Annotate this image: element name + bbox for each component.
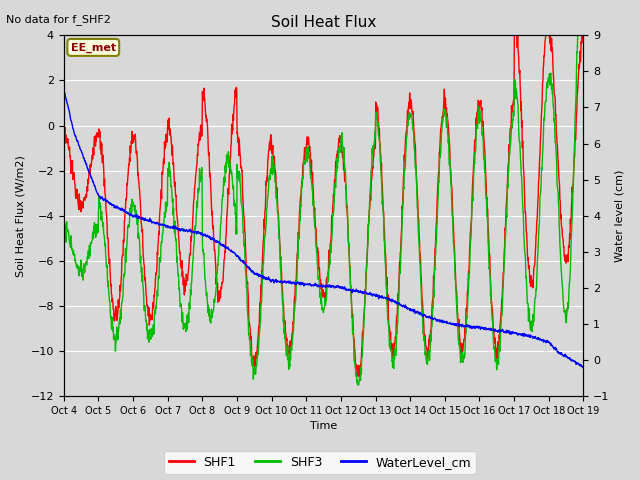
SHF1 — [511, 21, 518, 27]
WaterLevel_cm — [163, 223, 170, 229]
WaterLevel_cm — [60, 87, 68, 93]
X-axis label: Time: Time — [310, 421, 337, 432]
WaterLevel_cm — [234, 253, 241, 259]
SHF3 — [518, 181, 526, 187]
SHF1 — [518, 145, 526, 151]
WaterLevel_cm — [404, 306, 412, 312]
WaterLevel_cm — [579, 364, 587, 370]
SHF1 — [163, 132, 170, 138]
Line: SHF3: SHF3 — [64, 0, 583, 385]
Text: EE_met: EE_met — [71, 42, 116, 52]
SHF3 — [404, 121, 412, 127]
Y-axis label: Soil Heat Flux (W/m2): Soil Heat Flux (W/m2) — [15, 155, 25, 276]
WaterLevel_cm — [579, 365, 587, 371]
Text: No data for f_SHF2: No data for f_SHF2 — [6, 14, 111, 25]
SHF1 — [60, 126, 68, 132]
Title: Soil Heat Flux: Soil Heat Flux — [271, 15, 376, 30]
Legend: SHF1, SHF3, WaterLevel_cm: SHF1, SHF3, WaterLevel_cm — [164, 451, 476, 474]
Y-axis label: Water level (cm): Water level (cm) — [615, 169, 625, 262]
SHF1 — [472, 115, 480, 121]
WaterLevel_cm — [175, 227, 183, 233]
SHF1 — [355, 373, 362, 379]
SHF3 — [175, 285, 183, 291]
Line: SHF1: SHF1 — [64, 24, 583, 376]
WaterLevel_cm — [472, 324, 479, 330]
SHF1 — [404, 105, 412, 111]
SHF1 — [579, 27, 587, 33]
SHF3 — [163, 202, 170, 207]
SHF1 — [234, 130, 241, 135]
SHF1 — [175, 245, 183, 251]
SHF3 — [60, 224, 68, 229]
SHF3 — [354, 382, 362, 388]
WaterLevel_cm — [518, 333, 525, 338]
SHF3 — [234, 176, 241, 181]
SHF3 — [472, 132, 480, 138]
Line: WaterLevel_cm: WaterLevel_cm — [64, 90, 583, 368]
